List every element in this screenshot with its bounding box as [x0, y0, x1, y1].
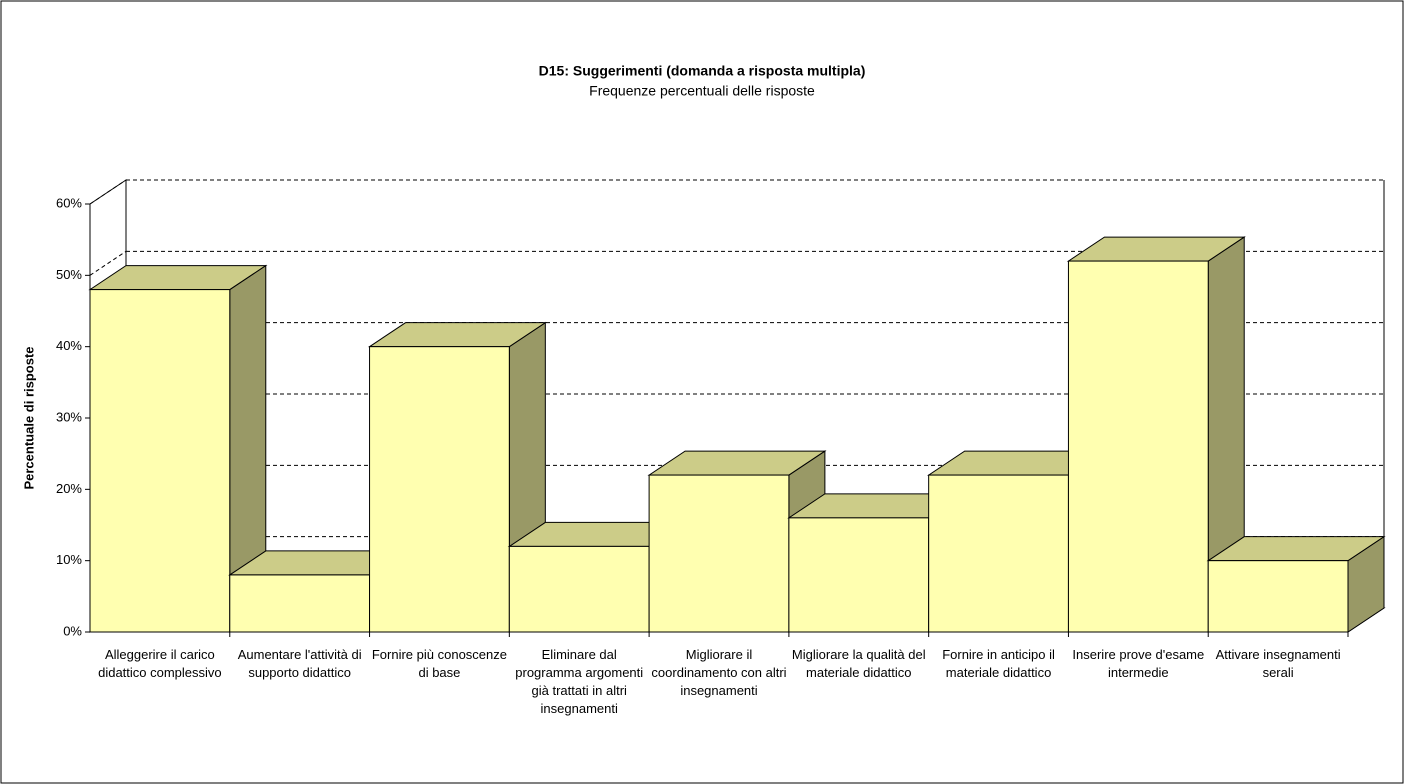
bar-front — [1207, 560, 1349, 633]
chart-subtitle: Frequenze percentuali delle risposte — [589, 83, 815, 99]
x-tick-label: Migliorare il coordinamento con altri in… — [651, 647, 787, 698]
grid-diagonal — [89, 250, 127, 276]
bar-front — [229, 574, 371, 633]
x-tick-label: Migliorare la qualità del materiale dida… — [791, 647, 926, 680]
x-tick-label: Alleggerire il carico didattico compless… — [98, 647, 222, 680]
y-tick-label: 20% — [56, 481, 82, 496]
x-tick-label: Eliminare dal programma argomenti già tr… — [515, 647, 644, 716]
x-tick-label: Attivare insegnamenti serali — [1215, 647, 1341, 680]
bar-front — [648, 474, 790, 633]
chart-title: D15: Suggerimenti (domanda a risposta mu… — [539, 63, 866, 79]
grid-diagonal — [89, 179, 127, 205]
y-axis-label: Percentuale di risposte — [21, 346, 36, 489]
x-tick-label: Fornire più conoscenze di base — [371, 647, 507, 680]
y-tick-label: 50% — [56, 267, 82, 282]
bar-front — [369, 346, 510, 633]
y-tick-label: 40% — [56, 338, 82, 353]
bar — [88, 264, 268, 633]
bar — [1206, 535, 1386, 633]
bar — [1066, 236, 1246, 633]
bar-front — [89, 289, 231, 633]
bar-front — [788, 517, 930, 633]
y-tick-label: 10% — [56, 552, 82, 567]
x-tick-label: Fornire in anticipo il materiale didatti… — [942, 647, 1055, 680]
bar-front — [508, 545, 650, 633]
bar-front — [928, 474, 1069, 633]
bar-front — [1067, 260, 1209, 633]
y-tick-label: 60% — [56, 195, 82, 210]
x-tick-label: Inserire prove d'esame intermedie — [1072, 647, 1205, 680]
y-tick-label: 30% — [56, 409, 82, 424]
x-tick-label: Aumentare l'attività di supporto didatti… — [237, 647, 362, 680]
y-tick-label: 0% — [63, 623, 82, 638]
